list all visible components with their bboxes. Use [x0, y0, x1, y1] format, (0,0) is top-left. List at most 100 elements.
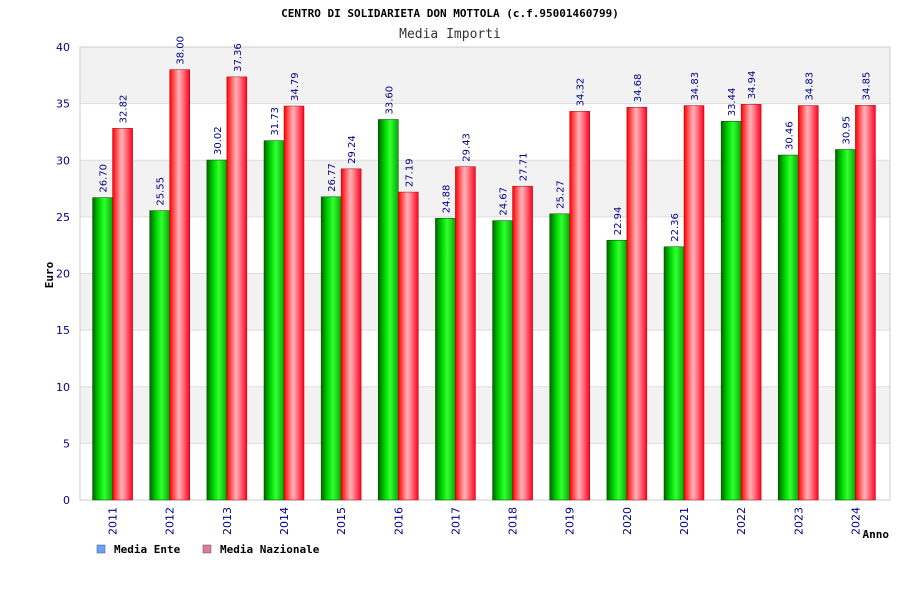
legend-swatch — [96, 544, 106, 554]
bars — [92, 69, 876, 501]
x-tick-label: 2016 — [392, 507, 405, 535]
bar-media-nazionale — [283, 105, 305, 501]
bar-media-nazionale — [512, 185, 533, 501]
bar-value-label: 33.60 — [384, 86, 395, 115]
bar-value-label: 25.55 — [156, 177, 167, 206]
y-tick-label: 25 — [56, 211, 70, 224]
bar-value-label: 26.77 — [327, 163, 338, 192]
bar-value-label: 34.83 — [804, 72, 815, 101]
x-tick-label: 2012 — [164, 507, 177, 535]
x-tick-label: 2011 — [107, 507, 120, 535]
plot-band — [80, 160, 890, 217]
x-tick-label: 2019 — [564, 507, 577, 535]
bar-value-label: 25.27 — [556, 180, 567, 209]
legend-label: Media Ente — [114, 543, 181, 556]
plot-band — [80, 443, 890, 500]
y-axis-title: Euro — [43, 261, 56, 288]
x-axis-ticks: 2011 2012 2013 2014 2015 2016 2017 2018 2019 2020… — [107, 507, 863, 535]
bar-media-ente — [835, 149, 856, 501]
y-tick-label: 10 — [56, 381, 70, 394]
bar-value-label: 34.32 — [576, 78, 587, 107]
x-tick-label: 2022 — [735, 507, 748, 535]
y-tick-label: 5 — [63, 437, 70, 450]
bar-value-label: 31.73 — [270, 107, 281, 136]
bar-value-label: 30.02 — [213, 126, 224, 155]
bar-media-ente — [378, 119, 399, 501]
x-tick-label: 2023 — [792, 507, 805, 535]
bar-value-label: 32.82 — [119, 95, 130, 124]
x-tick-label: 2017 — [449, 507, 462, 535]
plot-band — [80, 47, 890, 104]
y-tick-label: 35 — [56, 98, 70, 111]
bar-value-label: 34.68 — [633, 74, 644, 103]
bar-media-nazionale — [683, 105, 705, 501]
y-tick-label: 20 — [56, 268, 70, 281]
x-tick-label: 2015 — [335, 507, 348, 535]
y-tick-label: 40 — [56, 41, 70, 54]
bar-media-ente — [320, 196, 342, 501]
bar-value-label: 22.36 — [670, 213, 681, 242]
y-tick-label: 30 — [56, 154, 70, 167]
bar-value-label: 29.43 — [461, 133, 472, 162]
plot-band — [80, 273, 890, 331]
bar-value-label: 27.71 — [519, 153, 530, 182]
bar-media-nazionale — [340, 168, 362, 501]
x-tick-label: 2020 — [621, 507, 634, 535]
bar-value-label: 38.00 — [176, 36, 187, 65]
bar-value-label: 30.95 — [841, 116, 852, 145]
plot-band — [80, 386, 890, 444]
bar-media-ente — [663, 246, 685, 501]
bar-value-label: 27.19 — [404, 158, 415, 187]
bar-media-nazionale — [455, 166, 476, 501]
legend-label: Media Nazionale — [220, 543, 320, 556]
x-tick-label: 2013 — [221, 507, 234, 535]
bar-value-label: 37.36 — [233, 43, 244, 72]
bar-media-ente — [263, 140, 285, 501]
bar-media-nazionale — [398, 191, 419, 501]
plot-band — [80, 103, 890, 161]
bar-value-label: 34.94 — [747, 71, 758, 100]
bar-media-ente — [206, 159, 228, 501]
x-tick-label: 2014 — [278, 507, 291, 535]
bar-media-nazionale — [626, 106, 648, 501]
y-tick-label: 0 — [63, 494, 70, 507]
y-axis-ticks: 0 5 10 15 20 25 30 35 40 — [56, 41, 70, 507]
x-tick-label: 2024 — [849, 507, 862, 535]
chart-title: CENTRO DI SOLIDARIETA DON MOTTOLA (c.f.9… — [281, 7, 619, 20]
bar-value-label: 34.83 — [690, 72, 701, 101]
bar-value-label: 22.94 — [613, 207, 624, 236]
bar-value-label: 34.85 — [861, 72, 872, 101]
bar-value-label: 24.67 — [499, 187, 510, 216]
bar-media-nazionale — [855, 105, 876, 501]
bar-media-nazionale — [226, 76, 248, 501]
bar-media-ente — [492, 220, 513, 501]
bar-value-label: 26.70 — [99, 164, 110, 193]
bar-media-nazionale — [569, 111, 590, 501]
bar-media-nazionale — [169, 69, 190, 501]
bar-media-ente — [606, 239, 628, 501]
bar-media-ente — [720, 121, 742, 501]
bar-value-label: 30.46 — [784, 121, 795, 150]
bar-value-label: 34.79 — [290, 72, 301, 101]
plot-band — [80, 216, 890, 274]
bar-value-label: 24.88 — [441, 185, 452, 214]
x-axis-title: Anno — [863, 528, 890, 541]
bar-value-label: 29.24 — [347, 135, 358, 164]
bar-media-nazionale — [798, 105, 819, 501]
bar-media-ente — [435, 217, 456, 501]
x-tick-label: 2021 — [678, 507, 691, 535]
bar-media-ente — [149, 210, 170, 501]
legend: Media Ente Media Nazionale — [96, 543, 320, 556]
bar-media-nazionale — [740, 104, 762, 501]
bar-labels: 26.70 32.82 25.55 38.00 30.02 37.36 31.73 34.79… — [99, 36, 873, 242]
bar-media-nazionale — [112, 128, 133, 501]
bar-media-ente — [92, 197, 113, 501]
bar-media-ente — [549, 213, 570, 501]
plot-border — [79, 46, 891, 501]
plot-band — [80, 330, 890, 387]
y-tick-label: 15 — [56, 324, 70, 337]
bar-media-ente — [778, 154, 799, 501]
chart-subtitle: Media Importi — [399, 27, 501, 42]
legend-swatch — [202, 544, 212, 554]
